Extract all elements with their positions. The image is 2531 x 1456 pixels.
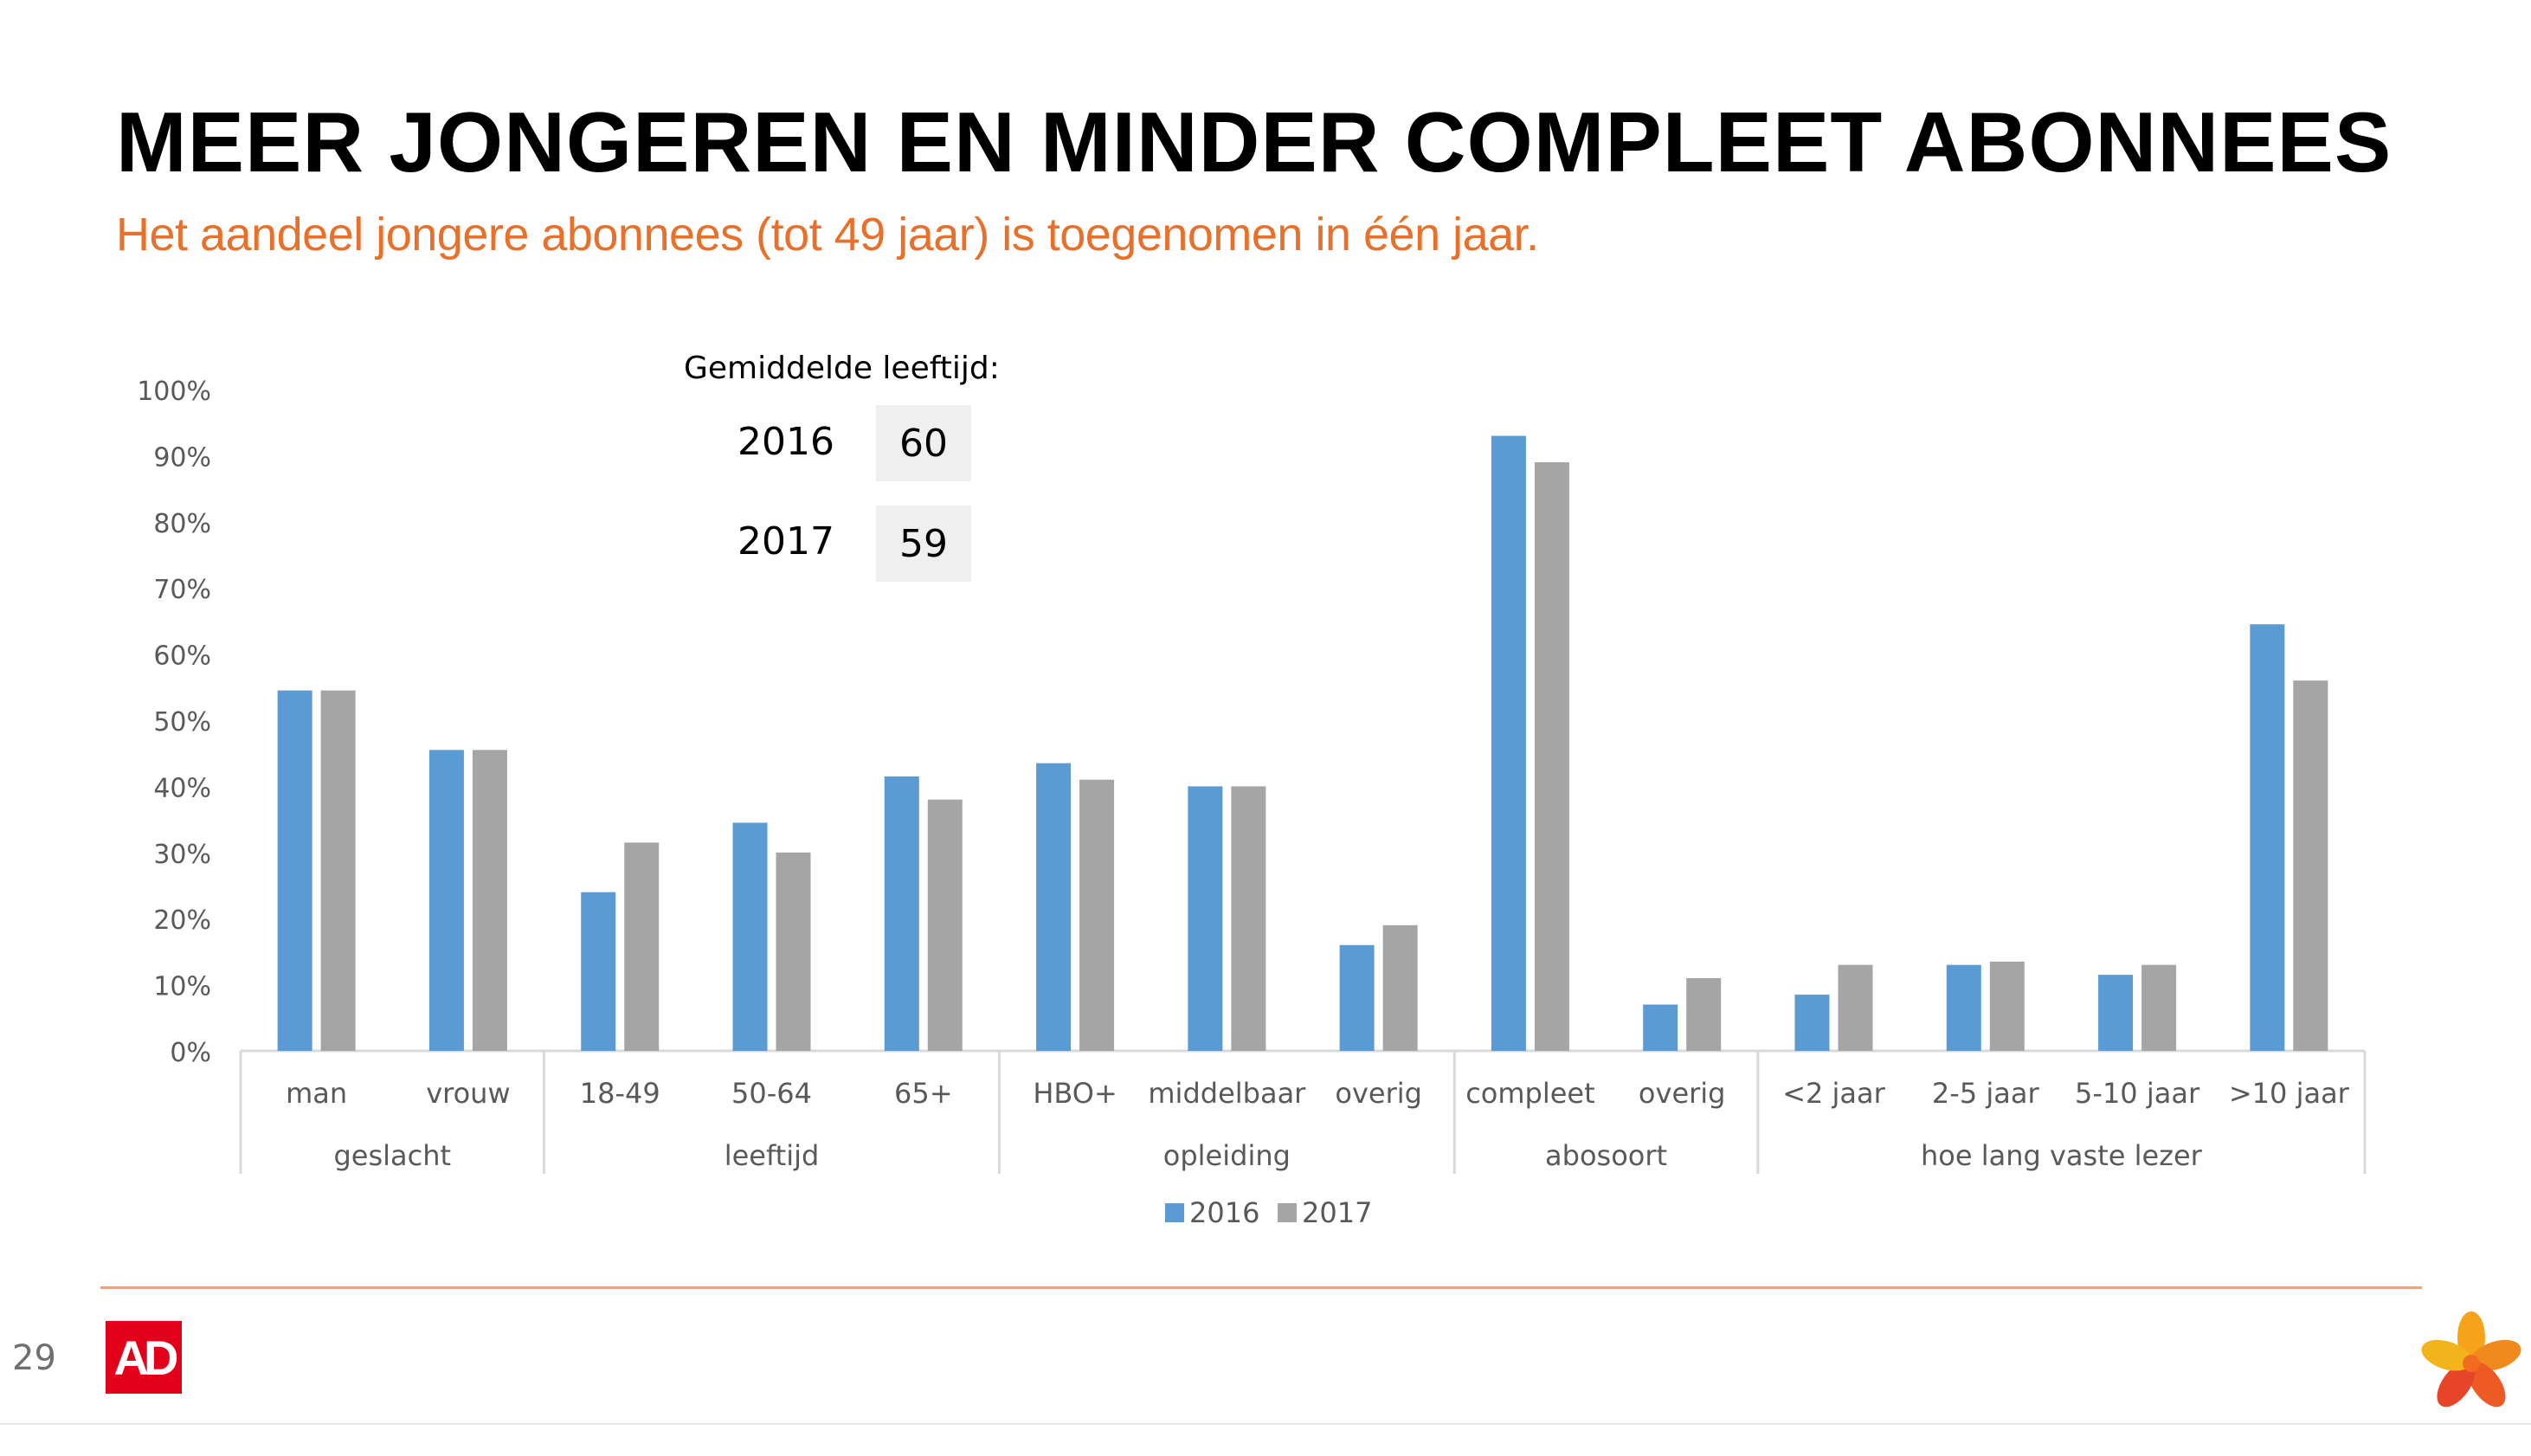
average-age-year-2016: 2016 [737, 420, 834, 464]
group-label: abosoort [1545, 1139, 1667, 1172]
bar-2016-12 [2098, 975, 2134, 1051]
y-tick-label: 0% [170, 1038, 211, 1068]
bar-2016-0 [277, 690, 312, 1051]
group-label: geslacht [333, 1139, 451, 1172]
bar-2016-13 [2250, 624, 2285, 1051]
y-tick-label: 80% [153, 509, 211, 539]
bar-2017-10 [1838, 964, 1873, 1051]
legend-label-2017: 2017 [1302, 1196, 1372, 1229]
category-label: 2-5 jaar [1932, 1077, 2040, 1110]
legend-swatch-2017 [1278, 1203, 1297, 1222]
category-label: 5-10 jaar [2075, 1077, 2200, 1110]
bar-2017-2 [624, 842, 660, 1051]
category-label: <2 jaar [1782, 1077, 1885, 1110]
bottom-rule [0, 1423, 2531, 1425]
bar-2017-3 [776, 852, 811, 1051]
bar-2017-8 [1534, 462, 1569, 1051]
category-label: 18-49 [580, 1077, 660, 1110]
y-tick-label: 10% [153, 972, 211, 1002]
bar-2016-7 [1339, 944, 1375, 1051]
y-tick-label: 20% [153, 905, 211, 936]
bar-2017-5 [1079, 779, 1115, 1051]
bar-2016-10 [1794, 995, 1830, 1051]
average-age-heading: Gemiddelde leeftijd: [684, 351, 1000, 386]
bar-2016-3 [732, 822, 768, 1051]
y-tick-label: 40% [153, 773, 211, 803]
bar-2017-1 [472, 750, 507, 1051]
legend-swatch-2016 [1165, 1203, 1184, 1222]
average-age-value-2016: 60 [876, 405, 971, 481]
page-number: 29 [12, 1338, 56, 1378]
y-tick-label: 70% [153, 575, 211, 605]
category-label: overig [1639, 1077, 1726, 1110]
bar-2017-4 [927, 799, 963, 1051]
average-age-value-2017: 59 [876, 506, 971, 582]
bar-2017-13 [2293, 680, 2328, 1051]
bar-2017-9 [1686, 977, 1722, 1051]
group-label: leeftijd [725, 1139, 820, 1172]
bar-2016-6 [1188, 786, 1223, 1051]
category-label: 50-64 [731, 1077, 812, 1110]
slide-title: MEER JONGEREN EN MINDER COMPLEET ABONNEE… [116, 94, 2393, 190]
bar-2016-4 [884, 776, 919, 1051]
bar-2017-6 [1231, 786, 1266, 1051]
category-label: compleet [1465, 1077, 1594, 1110]
y-tick-label: 30% [153, 840, 211, 870]
category-label: HBO+ [1033, 1077, 1117, 1110]
bar-2017-7 [1382, 924, 1418, 1051]
category-label: vrouw [426, 1077, 510, 1110]
y-tick-label: 50% [153, 707, 211, 738]
group-label: opleiding [1163, 1139, 1291, 1172]
y-tick-label: 90% [153, 442, 211, 473]
bar-2017-11 [1989, 961, 2025, 1051]
legend-label-2016: 2016 [1189, 1196, 1259, 1229]
flower-logo-icon [2421, 1311, 2521, 1408]
category-label: overig [1335, 1077, 1422, 1110]
category-label: >10 jaar [2229, 1077, 2350, 1110]
bar-chart: 0% 10% 20% 30% 40% 50% 60% 70% 80% 90% 100% man vrou… [137, 377, 2367, 1229]
bar-2016-2 [581, 892, 616, 1051]
category-label: 65+ [894, 1077, 953, 1110]
average-age-year-2017: 2017 [737, 519, 834, 564]
ad-logo: AD [106, 1321, 182, 1394]
bar-2016-8 [1491, 435, 1526, 1052]
category-label: middelbaar [1148, 1077, 1306, 1110]
bar-2017-12 [2141, 964, 2177, 1051]
bar-2016-5 [1036, 763, 1072, 1051]
y-tick-label: 100% [137, 377, 211, 407]
category-label: man [286, 1077, 347, 1110]
bar-2017-0 [320, 690, 356, 1051]
footer-divider [100, 1286, 2422, 1289]
slide-subtitle: Het aandeel jongere abonnees (tot 49 jaa… [116, 209, 1539, 261]
group-label: hoe lang vaste lezer [1921, 1139, 2203, 1172]
bar-2016-9 [1643, 1004, 1678, 1051]
bar-2016-1 [428, 750, 464, 1051]
y-tick-label: 60% [153, 641, 211, 672]
bar-2016-11 [1946, 964, 1981, 1051]
